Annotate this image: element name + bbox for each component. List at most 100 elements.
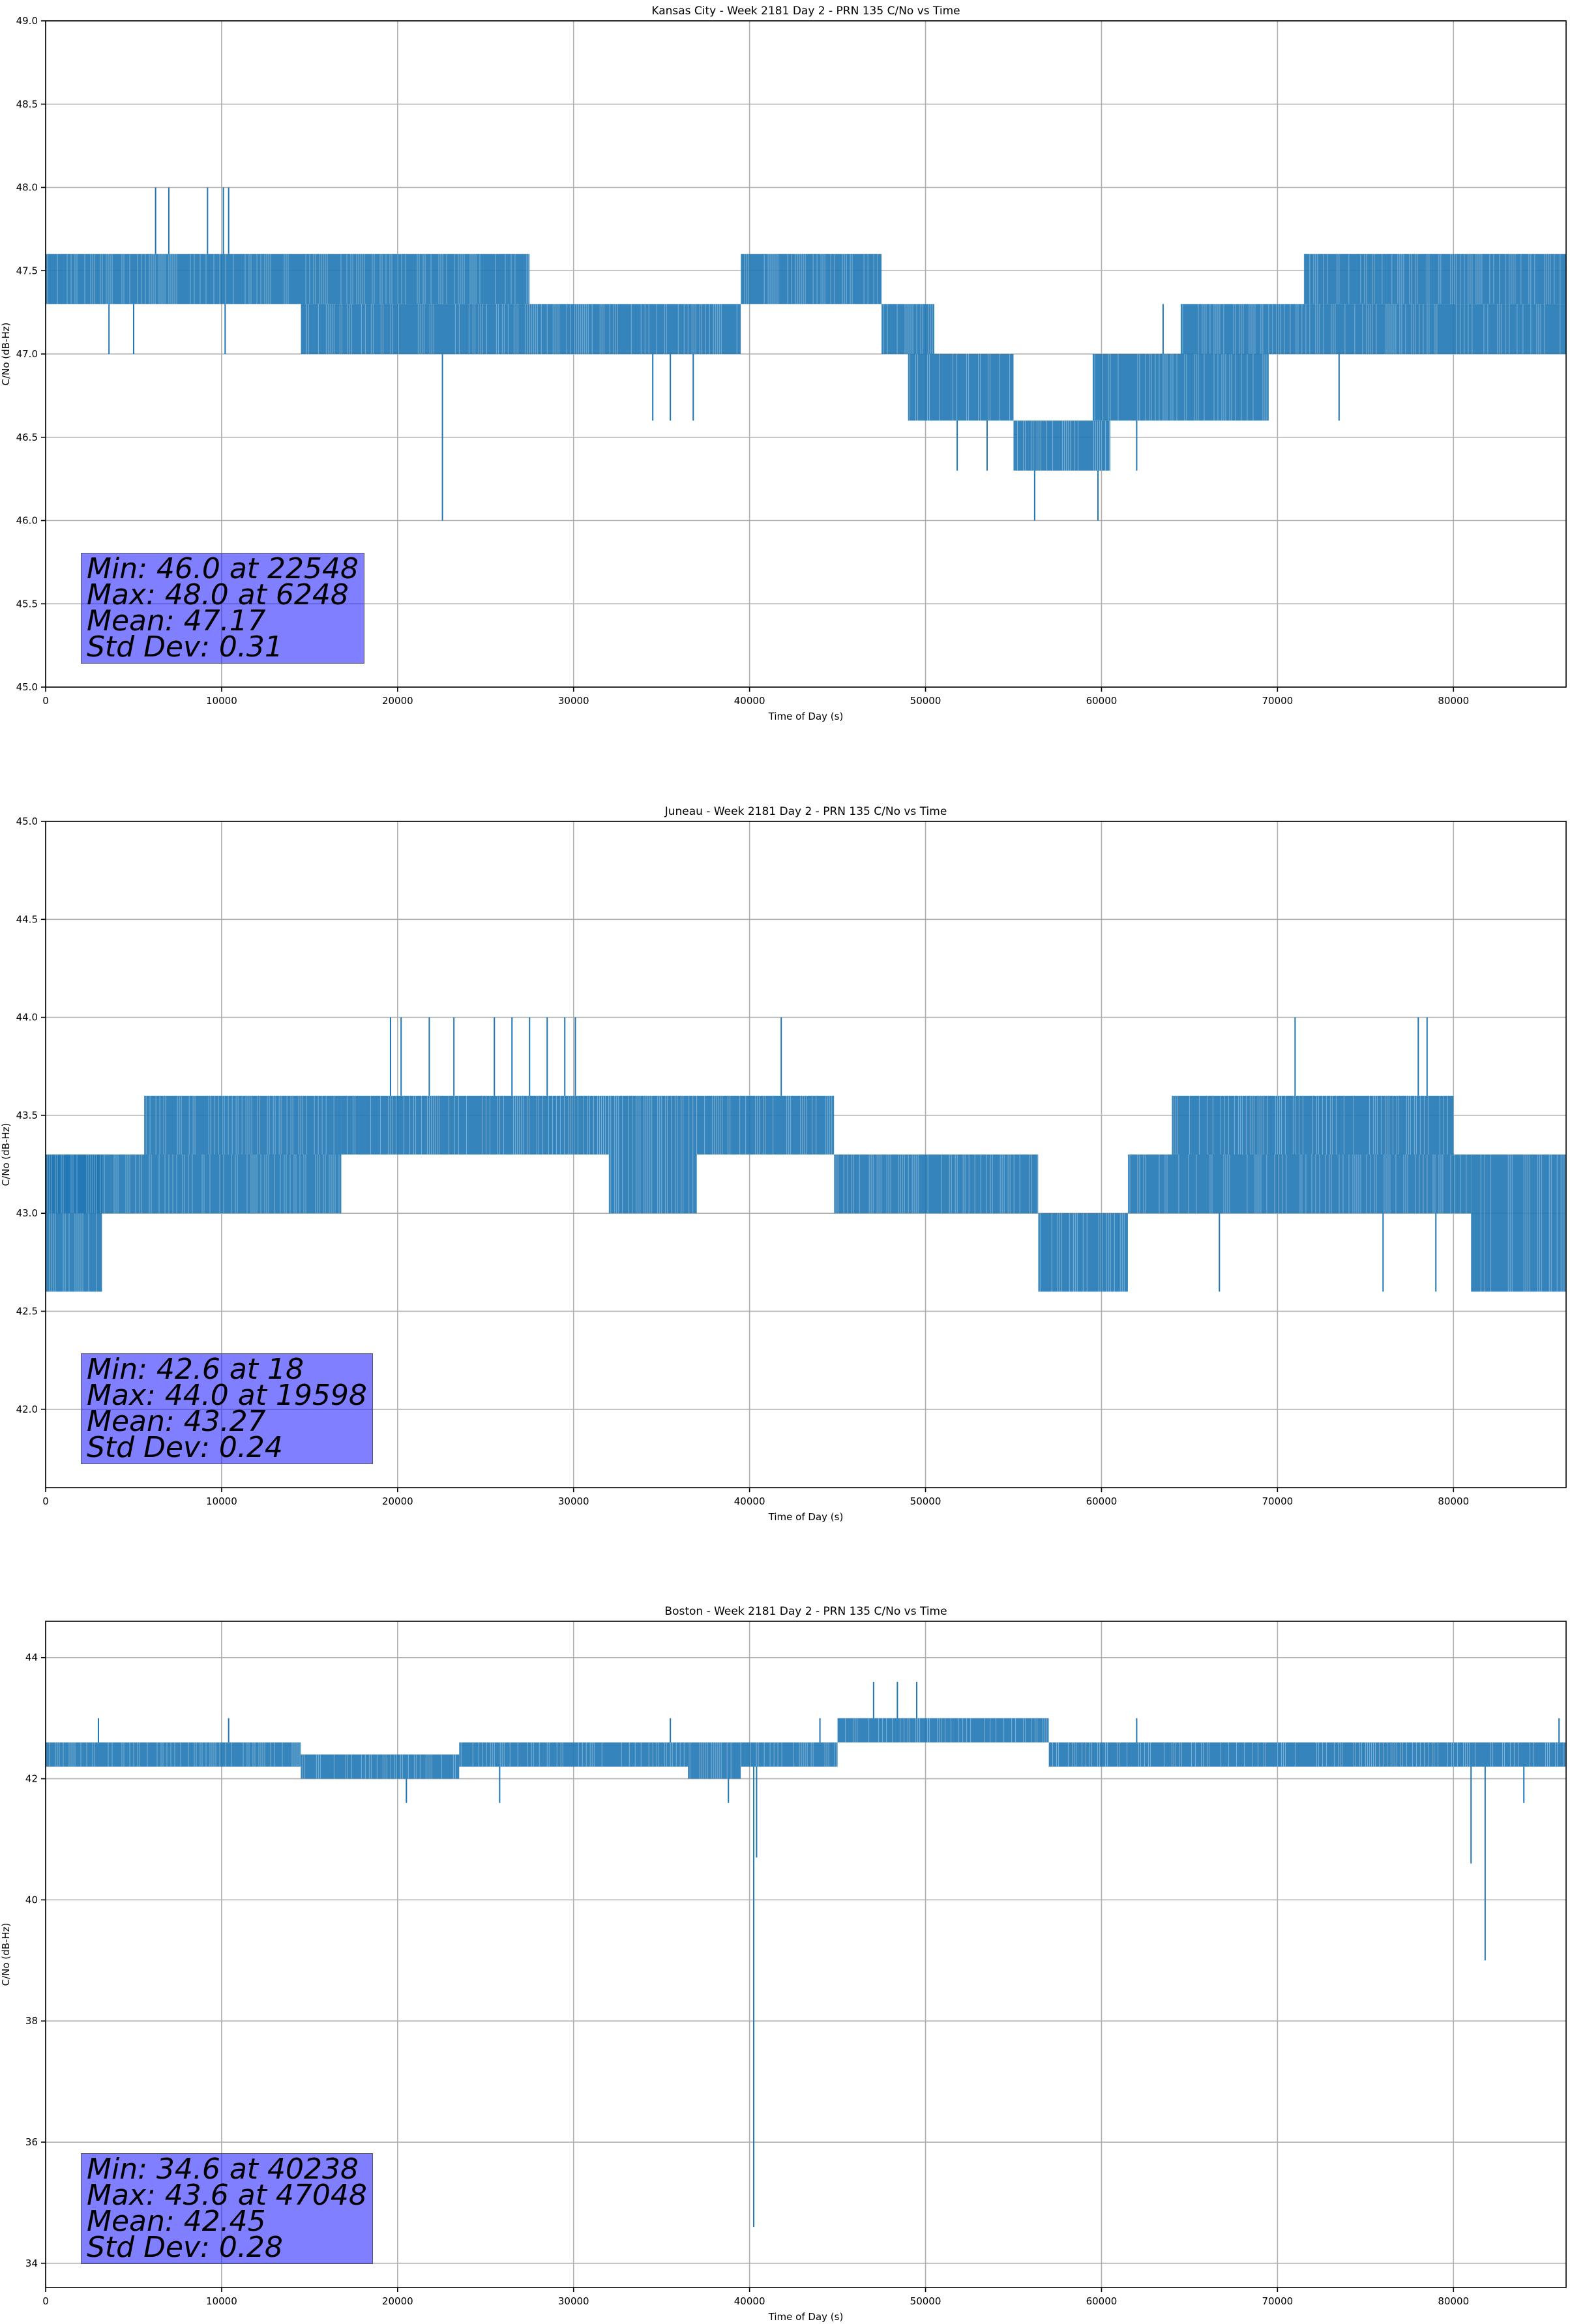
data-band (688, 1742, 741, 1779)
chart-svg: Juneau - Week 2181 Day 2 - PRN 135 C/No … (0, 805, 1567, 1523)
stats-min: Min: 34.6 at 40238 (87, 2153, 359, 2186)
stats-box: Min: 46.0 at 22548 Max: 48.0 at 6248 Mean:… (81, 552, 365, 664)
stats-std: Std Dev: 0.24 (87, 1431, 283, 1464)
x-tick-label: 10000 (206, 2295, 237, 2307)
y-tick-label: 48.0 (16, 182, 38, 194)
y-tick-label: 48.5 (16, 98, 38, 110)
chart-panel-juneau: Juneau - Week 2181 Day 2 - PRN 135 C/No … (0, 801, 1570, 1524)
x-tick-label: 40000 (734, 695, 765, 707)
chart-title: Juneau - Week 2181 Day 2 - PRN 135 C/No … (664, 805, 947, 818)
data-band (1092, 354, 1269, 421)
y-tick-label: 44.5 (16, 913, 38, 925)
x-axis-label: Time of Day (s) (768, 711, 844, 722)
x-tick-label: 70000 (1262, 695, 1293, 707)
chart-title: Kansas City - Week 2181 Day 2 - PRN 135 … (651, 5, 960, 18)
y-tick-label: 45.0 (16, 681, 38, 693)
chart-svg: Kansas City - Week 2181 Day 2 - PRN 135 … (0, 5, 1567, 722)
data-band (144, 1095, 342, 1155)
y-tick-label: 44 (25, 1652, 38, 1664)
data-band (341, 1095, 609, 1155)
x-tick-label: 50000 (910, 1495, 941, 1507)
y-tick-label: 42 (25, 1773, 38, 1785)
x-tick-label: 20000 (382, 695, 413, 707)
x-tick-label: 0 (42, 1495, 49, 1507)
x-tick-label: 50000 (910, 695, 941, 707)
data-band (741, 1742, 838, 1767)
data-band (1303, 254, 1566, 304)
x-tick-label: 0 (42, 695, 49, 707)
y-tick-label: 38 (25, 2015, 38, 2027)
chart-svg: Boston - Week 2181 Day 2 - PRN 135 C/No … (0, 1605, 1567, 2323)
data-band (1172, 1095, 1454, 1155)
data-series (46, 187, 1567, 521)
x-tick-label: 20000 (382, 2295, 413, 2307)
data-band (1048, 1742, 1566, 1767)
chart-panel-kansas-city: Kansas City - Week 2181 Day 2 - PRN 135 … (0, 0, 1570, 724)
data-band (301, 1754, 460, 1779)
x-axis-label: Time of Day (s) (768, 1511, 844, 1523)
data-band (608, 1095, 697, 1214)
y-tick-label: 44.0 (16, 1012, 38, 1023)
data-band (1180, 304, 1566, 354)
x-tick-label: 30000 (558, 1495, 589, 1507)
data-band (1471, 1155, 1566, 1292)
y-axis-label: C/No (dB-Hz) (0, 1923, 12, 1986)
x-tick-label: 50000 (910, 2295, 941, 2307)
x-tick-label: 40000 (734, 2295, 765, 2307)
data-band (301, 304, 530, 354)
y-tick-label: 46.0 (16, 515, 38, 527)
stats-min: Min: 46.0 at 22548 (87, 552, 359, 585)
y-tick-label: 45.0 (16, 816, 38, 827)
x-tick-label: 60000 (1086, 1495, 1118, 1507)
data-band (459, 1742, 689, 1767)
y-tick-label: 42.5 (16, 1305, 38, 1317)
data-band (908, 354, 1014, 421)
y-tick-label: 34 (25, 2258, 38, 2269)
x-tick-label: 80000 (1438, 695, 1469, 707)
x-tick-label: 80000 (1438, 2295, 1469, 2307)
data-band (741, 254, 882, 304)
data-series (46, 1681, 1566, 2228)
stats-box: Min: 34.6 at 40238 Max: 43.6 at 47048 Mean… (81, 2153, 373, 2264)
stats-max: Max: 48.0 at 6248 (87, 578, 349, 611)
x-tick-label: 30000 (558, 2295, 589, 2307)
data-band (696, 1095, 835, 1155)
stats-max: Max: 43.6 at 47048 (87, 2179, 367, 2212)
y-tick-label: 43.0 (16, 1207, 38, 1219)
plot-frame (45, 20, 1567, 688)
stats-mean: Mean: 47.17 (87, 604, 266, 638)
data-band (834, 1155, 1039, 1214)
data-band (529, 304, 741, 354)
x-tick-label: 10000 (206, 695, 237, 707)
stats-mean: Mean: 43.27 (87, 1405, 266, 1438)
data-band (881, 304, 935, 354)
data-band (837, 1718, 1049, 1743)
x-tick-label: 60000 (1086, 2295, 1118, 2307)
stats-max: Max: 44.0 at 19598 (87, 1379, 367, 1412)
data-series (46, 1017, 1566, 1292)
data-band (1013, 420, 1110, 471)
y-axis-label: C/No (dB-Hz) (0, 1123, 12, 1186)
stats-min: Min: 42.6 at 18 (87, 1353, 304, 1386)
stats-std: Std Dev: 0.31 (87, 630, 283, 664)
y-tick-label: 47.0 (16, 348, 38, 360)
y-tick-label: 46.5 (16, 432, 38, 443)
y-tick-label: 45.5 (16, 598, 38, 610)
x-tick-label: 30000 (558, 695, 589, 707)
x-tick-label: 0 (42, 2295, 49, 2307)
y-tick-label: 47.5 (16, 265, 38, 276)
stats-mean: Mean: 42.45 (87, 2205, 266, 2238)
plot-frame (45, 821, 1567, 1488)
stats-std: Std Dev: 0.28 (87, 2231, 283, 2264)
x-tick-label: 10000 (206, 1495, 237, 1507)
stats-box: Min: 42.6 at 18 Max: 44.0 at 19598 Mean: 4… (81, 1353, 373, 1464)
x-tick-label: 70000 (1262, 2295, 1293, 2307)
chart-title: Boston - Week 2181 Day 2 - PRN 135 C/No … (664, 1605, 947, 1618)
x-tick-label: 20000 (382, 1495, 413, 1507)
data-band (46, 1742, 301, 1767)
x-tick-label: 70000 (1262, 1495, 1293, 1507)
chart-panel-boston: Boston - Week 2181 Day 2 - PRN 135 C/No … (0, 1600, 1570, 2324)
x-tick-label: 80000 (1438, 1495, 1469, 1507)
y-axis-label: C/No (dB-Hz) (0, 323, 12, 386)
